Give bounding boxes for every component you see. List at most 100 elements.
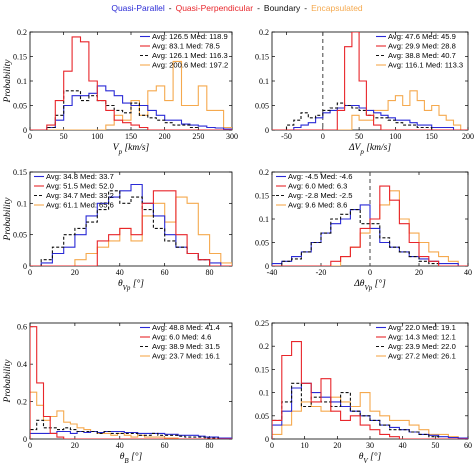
y-tick-label: 0.2	[17, 28, 27, 37]
legend-quasi-perpendicular: Quasi-Perpendicular	[175, 3, 254, 13]
x-tick-label: -40	[267, 268, 278, 277]
x-tick-label: 0	[28, 441, 32, 450]
x-tick-label: 30	[366, 441, 374, 450]
x-tick-label: 50	[431, 441, 439, 450]
y-tick-label: 0	[265, 126, 269, 135]
x-tick-label: 50	[60, 132, 68, 141]
y-tick-label: 0.05	[13, 231, 27, 240]
legend-stats: Avg: 38.8 Med: 40.7	[388, 51, 456, 60]
legend-stats: Avg: 27.2 Med: 26.1	[388, 352, 456, 361]
x-tick-label: 60	[161, 441, 169, 450]
panel-1: 0 50 100 150 200 250 300 0 0.05 0.1 0.15 0.2 Avg: 12…	[3, 28, 238, 156]
y-tick-label: 0.25	[255, 319, 269, 328]
series-encapsulated-histogram	[272, 190, 468, 266]
y-tick-label: 0.1	[259, 77, 269, 86]
legend-separator: -	[304, 3, 308, 13]
y-tick-label: 0	[265, 435, 269, 444]
x-tick-label: 150	[426, 132, 438, 141]
legend-stats: Avg: 23.7 Med: 16.1	[152, 352, 220, 361]
x-tick-label: 200	[462, 132, 474, 141]
figure-legend: Quasi-Parallel - Quasi-Perpendicular - B…	[0, 0, 474, 14]
x-tick-label: 0	[28, 132, 32, 141]
legend-stats: Avg: 22.0 Med: 19.1	[388, 323, 456, 332]
series-boundary-histogram	[30, 419, 232, 439]
legend-stats: Avg: 61.1 Med: 65.6	[46, 201, 114, 210]
x-tick-label: 200	[159, 132, 171, 141]
panel-6: 0 10 20 30 40 50 60 0 0.05 0.1 0.15 0.2 0.25 Avg: 22.…	[255, 319, 472, 465]
panel-3: 0 20 40 60 80 0 0.05 0.1 0.15 Avg: 34.8 Med: 33.7…	[3, 168, 233, 292]
x-tick-label: 20	[71, 441, 79, 450]
x-tick-label: 100	[389, 132, 401, 141]
y-tick-label: 0.15	[13, 168, 27, 177]
panel-4: -40 -20 0 20 40 0 0.05 0.1 0.15 0.2 Avg: -4.5 Med:…	[255, 168, 472, 292]
series-boundary-histogram	[30, 90, 232, 130]
y-tick-label: 0.2	[259, 342, 269, 351]
y-tick-label: 0	[23, 262, 27, 271]
y-tick-label: 0.1	[17, 77, 27, 86]
legend-separator: -	[168, 3, 172, 13]
legend-stats: Avg: -4.5 Med: -4.6	[288, 172, 352, 181]
legend-stats: Avg: 23.9 Med: 22.0	[388, 342, 456, 351]
y-tick-label: 0.1	[259, 215, 269, 224]
series-quasi-perpendicular-histogram	[272, 32, 468, 130]
series-quasi-perpendicular-histogram	[272, 341, 468, 439]
y-tick-label: 0	[23, 435, 27, 444]
plot-frame	[271, 31, 469, 131]
y-tick-label: 0.15	[13, 53, 27, 62]
y-tick-label: 0.15	[255, 53, 269, 62]
legend-stats: Avg: 126.5 Med: 118.9	[152, 32, 228, 41]
x-tick-label: 40	[399, 441, 407, 450]
x-tick-label: 10	[301, 441, 309, 450]
series-encapsulated-histogram	[272, 90, 468, 130]
y-tick-label: 0.2	[259, 168, 269, 177]
series-quasi-perpendicular-histogram	[30, 326, 232, 439]
x-tick-label: 20	[415, 268, 423, 277]
x-tick-label: -50	[281, 132, 292, 141]
y-tick-label: 0.2	[259, 28, 269, 37]
x-tick-label: 60	[161, 268, 169, 277]
x-tick-label: 40	[464, 268, 472, 277]
y-tick-label: 0.05	[13, 102, 27, 111]
x-tick-label: -20	[316, 268, 327, 277]
x-tick-label: 0	[28, 268, 32, 277]
x-tick-label: 80	[206, 441, 214, 450]
series-encapsulated-histogram	[272, 392, 468, 439]
y-tick-label: 0.1	[17, 199, 27, 208]
legend-stats: Avg: 38.9 Med: 31.5	[152, 342, 220, 351]
x-tick-label: 0	[270, 441, 274, 450]
panel-2: -50 0 50 100 150 200 0 0.05 0.1 0.15 0.2 Avg: 47.6 …	[255, 28, 474, 156]
y-tick-label: 0.05	[255, 412, 269, 421]
x-axis-label: θB [°]	[120, 451, 143, 465]
legend-boundary: Boundary	[263, 3, 301, 13]
y-tick-label: 0.05	[255, 102, 269, 111]
y-tick-label: 0.2	[17, 398, 27, 407]
x-tick-label: 0	[368, 268, 372, 277]
x-axis-label: θVp [°]	[118, 278, 144, 292]
y-tick-label: 0.15	[255, 192, 269, 201]
y-tick-label: 0.6	[17, 323, 27, 332]
x-tick-label: 150	[125, 132, 137, 141]
x-tick-label: 20	[333, 441, 341, 450]
legend-stats: Avg: 6.0 Med: 4.6	[152, 333, 211, 342]
y-tick-label: 0.4	[17, 360, 27, 369]
legend-stats: Avg: 116.1 Med: 113.3	[388, 61, 463, 70]
series-quasi-perpendicular-histogram	[30, 36, 232, 130]
legend-stats: Avg: 29.9 Med: 28.8	[388, 42, 456, 51]
legend-quasi-parallel: Quasi-Parallel	[111, 3, 165, 13]
series-quasi-parallel-histogram	[30, 430, 232, 439]
legend-stats: Avg: 200.6 Med: 197.2	[152, 61, 228, 70]
x-tick-label: 100	[91, 132, 103, 141]
x-tick-label: 20	[71, 268, 79, 277]
x-axis-label: ΔVp [km/s]	[348, 143, 391, 156]
legend-stats: Avg: 51.5 Med: 52.0	[46, 182, 114, 191]
x-axis-label: Vp [km/s]	[113, 143, 150, 156]
y-tick-label: 0.1	[259, 389, 269, 398]
y-tick-label: 0.15	[255, 365, 269, 374]
y-tick-label: 0.05	[255, 239, 269, 248]
series-quasi-perpendicular-histogram	[272, 185, 468, 266]
x-axis-label: θV [°]	[359, 451, 382, 465]
y-tick-label: 0	[23, 126, 27, 135]
x-tick-label: 250	[192, 132, 204, 141]
